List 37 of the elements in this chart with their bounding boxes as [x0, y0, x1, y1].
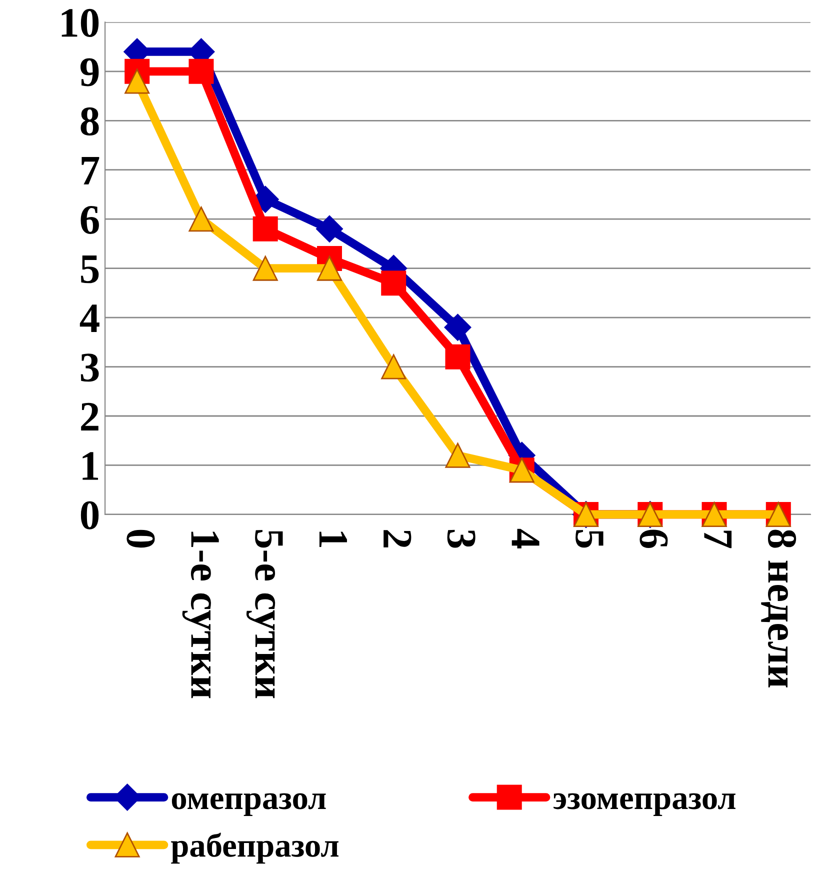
y-tick-label: 2 [81, 402, 98, 430]
x-tick-label: 7 [704, 530, 732, 548]
x-tick-label: 3 [447, 530, 476, 548]
y-tick-label: 0 [80, 501, 99, 530]
point [381, 270, 406, 296]
point [445, 344, 470, 370]
y-tick-label: 4 [80, 304, 100, 332]
x-tick-label: 2 [384, 530, 412, 548]
x-tick-label: 5-е сутки [246, 530, 283, 698]
point [445, 442, 470, 468]
y-tick-label: 7 [82, 157, 100, 184]
x-tick-label: 0 [126, 530, 155, 548]
point [316, 256, 342, 281]
point [252, 216, 278, 242]
point [124, 68, 150, 94]
x-tick-label: 1 [319, 532, 347, 548]
legend-label: эзомепразол [554, 793, 736, 816]
point [188, 206, 214, 232]
point [316, 215, 343, 242]
point [381, 354, 406, 380]
x-tick-label: 5 [576, 530, 604, 548]
y-tick-label: 5 [81, 255, 99, 284]
y-tick-label: 3 [80, 354, 99, 382]
y-tick-label: 6 [80, 206, 99, 234]
x-tick-label: 6 [640, 530, 668, 548]
legend-label: рабепразол [171, 832, 338, 864]
point [444, 314, 472, 341]
y-tick-label: 8 [80, 107, 99, 136]
y-tick-label: 10 [62, 8, 99, 38]
legend-label: омепразол [172, 793, 326, 816]
x-tick-label: 8 недели [761, 530, 796, 688]
x-tick-label: 1-е сутки [182, 532, 219, 698]
point [252, 256, 278, 281]
point [188, 58, 214, 84]
x-tick-label: 4 [512, 528, 540, 548]
y-tick-label: 9 [80, 58, 99, 86]
y-tick-label: 1 [82, 452, 98, 480]
